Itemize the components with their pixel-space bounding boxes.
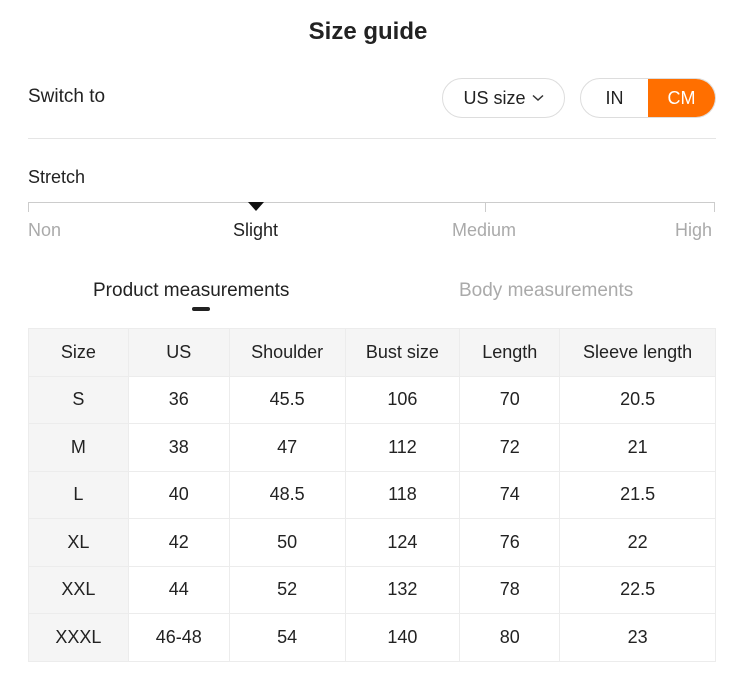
table-row: L 40 48.5 118 74 21.5 xyxy=(28,470,716,519)
table-cell: XL xyxy=(28,518,129,567)
table-cell: 70 xyxy=(459,375,561,424)
column-header: Length xyxy=(459,328,561,377)
size-system-dropdown[interactable]: US size xyxy=(442,78,565,118)
tab-product-measurements[interactable]: Product measurements xyxy=(93,280,290,301)
table-cell: M xyxy=(28,423,129,472)
table-cell: 36 xyxy=(127,375,230,424)
table-cell: 74 xyxy=(459,470,561,519)
table-cell: 106 xyxy=(344,375,461,424)
column-header: Size xyxy=(28,328,129,377)
scale-tick xyxy=(28,202,29,212)
table-header-row: Size US Shoulder Bust size Length Sleeve leng… xyxy=(28,328,716,377)
table-cell: 48.5 xyxy=(228,470,346,519)
table-row: S 36 45.5 106 70 20.5 xyxy=(28,375,716,424)
stretch-level-medium: Medium xyxy=(452,220,517,240)
page-title: Size guide xyxy=(308,18,428,45)
table-cell: 118 xyxy=(344,470,461,519)
scale-tick xyxy=(714,202,715,212)
table-cell: 44 xyxy=(127,565,230,614)
table-cell: 21.5 xyxy=(559,470,716,519)
table-cell: 42 xyxy=(127,518,230,567)
table-cell: XXL xyxy=(28,565,129,614)
column-header: Sleeve length xyxy=(559,328,716,377)
column-header: Shoulder xyxy=(228,328,346,377)
table-cell: 22.5 xyxy=(559,565,716,614)
active-tab-indicator xyxy=(192,307,210,311)
table-cell: 52 xyxy=(228,565,346,614)
table-cell: 78 xyxy=(459,565,561,614)
table-row: XXL 44 52 132 78 22.5 xyxy=(28,565,716,614)
column-header: Bust size xyxy=(344,328,461,377)
table-cell: 80 xyxy=(459,613,561,662)
tab-body-measurements[interactable]: Body measurements xyxy=(459,280,634,301)
table-cell: S xyxy=(28,375,129,424)
table-cell: 72 xyxy=(459,423,561,472)
table-cell: 38 xyxy=(127,423,230,472)
stretch-level-slight: Slight xyxy=(233,220,279,240)
unit-toggle[interactable]: IN CM xyxy=(580,78,716,118)
table-cell: 140 xyxy=(344,613,461,662)
table-cell: 112 xyxy=(344,423,461,472)
table-cell: XXXL xyxy=(28,613,129,662)
table-cell: 76 xyxy=(459,518,561,567)
unit-cm-button[interactable]: CM xyxy=(648,79,715,117)
stretch-level-non: Non xyxy=(28,220,62,240)
table-cell: 132 xyxy=(344,565,461,614)
divider xyxy=(28,138,716,139)
stretch-scale xyxy=(28,202,714,203)
table-cell: 40 xyxy=(127,470,230,519)
table-cell: 50 xyxy=(228,518,346,567)
stretch-marker-icon xyxy=(248,202,264,211)
table-cell: 124 xyxy=(344,518,461,567)
table-cell: 22 xyxy=(559,518,716,567)
table-cell: 23 xyxy=(559,613,716,662)
table-row: XL 42 50 124 76 22 xyxy=(28,518,716,567)
table-cell: 47 xyxy=(228,423,346,472)
table-cell: L xyxy=(28,470,129,519)
table-row: XXXL 46-48 54 140 80 23 xyxy=(28,613,716,662)
size-system-value: US size xyxy=(463,87,526,108)
stretch-level-high: High xyxy=(675,220,713,240)
chevron-down-icon xyxy=(531,94,544,102)
table-cell: 54 xyxy=(228,613,346,662)
scale-tick xyxy=(485,202,486,212)
table-cell: 46-48 xyxy=(127,613,230,662)
column-header: US xyxy=(127,328,230,377)
unit-in-button[interactable]: IN xyxy=(605,87,624,108)
table-cell: 21 xyxy=(559,423,716,472)
switch-to-label: Switch to xyxy=(28,86,106,107)
size-table: Size US Shoulder Bust size Length Sleeve leng… xyxy=(28,328,716,662)
table-cell: 20.5 xyxy=(559,375,716,424)
stretch-label: Stretch xyxy=(28,167,86,187)
table-cell: 45.5 xyxy=(228,375,346,424)
table-row: M 38 47 112 72 21 xyxy=(28,423,716,472)
